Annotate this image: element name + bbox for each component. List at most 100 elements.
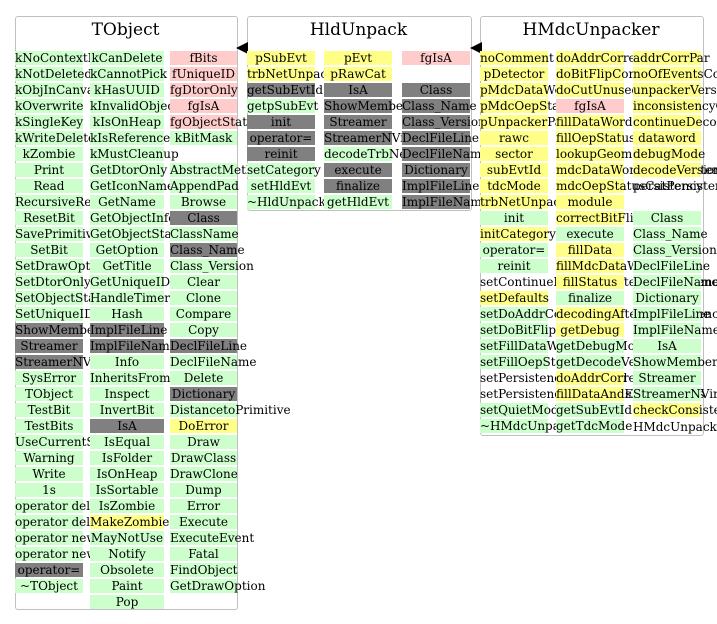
member-compare[interactable]: Compare (170, 307, 237, 321)
member-findobject[interactable]: FindObject (170, 563, 238, 577)
member-notify[interactable]: Notify (90, 547, 164, 561)
member-khasuuid[interactable]: kHasUUID (90, 83, 164, 97)
member-testbit[interactable]: TestBit (15, 403, 83, 417)
member-operator-delete[interactable]: operator delete[] (15, 515, 119, 529)
member-dump[interactable]: Dump (170, 483, 237, 497)
member-reinit[interactable]: reinit (480, 259, 548, 273)
member-setfilloepstatus[interactable]: setFillOepStatus (480, 355, 582, 369)
member-fgdtoronly[interactable]: fgDtorOnly (170, 83, 238, 97)
member-dictionary[interactable]: Dictionary (170, 387, 237, 401)
member-tdcmode[interactable]: tdcMode (480, 179, 548, 193)
member-dobitflipcorrection[interactable]: doBitFlipCorrection (556, 67, 678, 81)
member-testbits[interactable]: TestBits (15, 419, 83, 433)
member-showmembers[interactable]: ShowMembers (15, 323, 106, 337)
member-setpersistencydataword[interactable]: setPersistencyDataword (480, 371, 628, 385)
member-streamernvirtual[interactable]: StreamerNVirtual (15, 355, 125, 369)
member-warning[interactable]: Warning (15, 451, 83, 465)
member-getdtoronly[interactable]: GetDtorOnly (90, 163, 168, 177)
member-init[interactable]: init (247, 115, 315, 129)
member-setcategory[interactable]: setCategory (247, 163, 321, 177)
member-doaddrcorrection[interactable]: doAddrCorrection (556, 51, 666, 65)
member-filloepstatus[interactable]: fillOepStatus (556, 131, 636, 145)
member-getoption[interactable]: GetOption (90, 243, 164, 257)
member-funiqueid[interactable]: fUniqueID (170, 67, 237, 81)
member-setdoaddrcorrection[interactable]: setDoAddrCorrection (480, 307, 611, 321)
member-filldata[interactable]: fillData (556, 243, 624, 257)
member-sethldevt[interactable]: setHldEvt (247, 179, 315, 193)
member-setquietmode[interactable]: setQuietMode (480, 403, 566, 417)
member-sector[interactable]: sector (480, 147, 548, 161)
member-copy[interactable]: Copy (170, 323, 237, 337)
member-declfilename[interactable]: DeclFileName (402, 147, 489, 161)
member-initcategory[interactable]: initCategory (480, 227, 556, 241)
member-inconsistencycheck[interactable]: inconsistencyCheck (633, 99, 717, 113)
member-execute[interactable]: execute (324, 163, 392, 177)
member-implfileline[interactable]: ImplFileLine (90, 323, 168, 337)
member-executeevent[interactable]: ExecuteEvent (170, 531, 255, 545)
member-declfileline[interactable]: DeclFileLine (402, 131, 480, 145)
member-finalize[interactable]: finalize (556, 291, 624, 305)
member-classname[interactable]: ClassName (170, 227, 239, 241)
member-class-version[interactable]: Class_Version (170, 259, 254, 273)
member-knocontextmenu[interactable]: kNoContextMenu (15, 51, 123, 65)
member-persistency[interactable]: persistency (633, 179, 703, 193)
member-pevt[interactable]: pEvt (324, 51, 392, 65)
member-implfileline[interactable]: ImplFileLine (402, 179, 480, 193)
member-setobjectstat[interactable]: SetObjectStat (15, 291, 101, 305)
member-kcandelete[interactable]: kCanDelete (90, 51, 164, 65)
member-class[interactable]: Class (170, 211, 237, 225)
member-setdrawoption[interactable]: SetDrawOption (15, 259, 110, 273)
member-ksinglekey[interactable]: kSingleKey (15, 115, 84, 129)
member-declfileline[interactable]: DeclFileLine (170, 339, 248, 353)
member-kisreferenced[interactable]: kIsReferenced (90, 131, 178, 145)
member-module[interactable]: module (556, 195, 624, 209)
member-print[interactable]: Print (15, 163, 83, 177)
member-class-version[interactable]: Class_Version (633, 243, 717, 257)
member-declfileline[interactable]: DeclFileLine (633, 259, 711, 273)
member-class[interactable]: Class (402, 83, 470, 97)
member-hldunpack[interactable]: ~HldUnpack (247, 195, 326, 209)
member-gettitle[interactable]: GetTitle (90, 259, 164, 273)
member-getsubevtid[interactable]: getSubEvtId (247, 83, 324, 97)
member-noofeventscounter[interactable]: noOfEventsCounter (633, 67, 717, 81)
member-getdrawoption[interactable]: GetDrawOption (170, 579, 266, 593)
member-fbits[interactable]: fBits (170, 51, 237, 65)
member-class-version[interactable]: Class_Version (402, 115, 486, 129)
member-filldataandexistingslots[interactable]: fillDataAndExistingSlots (556, 387, 705, 401)
member-setdtoronly[interactable]: SetDtorOnly (15, 275, 91, 289)
member-getuniqueid[interactable]: GetUniqueID (90, 275, 171, 289)
member-fgobjectstat[interactable]: fgObjectStat (170, 115, 248, 129)
member-kobjincanvas[interactable]: kObjInCanvas (15, 83, 101, 97)
member-punpackerpar[interactable]: pUnpackerPar (480, 115, 568, 129)
member-kmustcleanup[interactable]: kMustCleanup (90, 147, 179, 161)
member-class-name[interactable]: Class_Name (402, 99, 477, 113)
member-isa[interactable]: IsA (324, 83, 392, 97)
member-knotdeleted[interactable]: kNotDeleted (15, 67, 93, 81)
member-clear[interactable]: Clear (170, 275, 237, 289)
member-streamer[interactable]: Streamer (15, 339, 83, 353)
member-debugmode[interactable]: debugMode (633, 147, 706, 161)
member-tobject[interactable]: ~TObject (15, 579, 83, 593)
member-showmembers[interactable]: ShowMembers (324, 99, 415, 113)
member-hmdcunpacker[interactable]: HMdcUnpacker (633, 420, 717, 434)
member-getpsubevt[interactable]: getpSubEvt (247, 99, 319, 113)
member-operator-new[interactable]: operator new (15, 531, 97, 545)
member-init[interactable]: init (480, 211, 548, 225)
member-makezombie[interactable]: MakeZombie (90, 515, 170, 529)
member-isfolder[interactable]: IsFolder (90, 451, 164, 465)
member-kinvalidobject[interactable]: kInvalidObject (90, 99, 179, 113)
member-psubevt[interactable]: pSubEvt (247, 51, 315, 65)
member-pmdcdataword[interactable]: pMdcDataWord (480, 83, 576, 97)
member-kisonheap[interactable]: kIsOnHeap (90, 115, 164, 129)
member-subevtid[interactable]: subEvtId (480, 163, 548, 177)
member-setuniqueid[interactable]: SetUniqueID (15, 307, 94, 321)
member-fgisa[interactable]: fgIsA (556, 99, 624, 113)
member-isa[interactable]: IsA (633, 339, 701, 353)
member-getdebugmode[interactable]: getDebugMode (556, 339, 650, 353)
member-write[interactable]: Write (15, 467, 83, 481)
member-streamer[interactable]: Streamer (324, 115, 392, 129)
member-reinit[interactable]: reinit (247, 147, 315, 161)
member-setdefaults[interactable]: setDefaults (480, 291, 549, 305)
member-setcontinuedecodingafterinconsistency[interactable]: setContinueDecodingAfterInconsistency (480, 275, 717, 289)
member-kcannotpick[interactable]: kCannotPick (90, 67, 168, 81)
